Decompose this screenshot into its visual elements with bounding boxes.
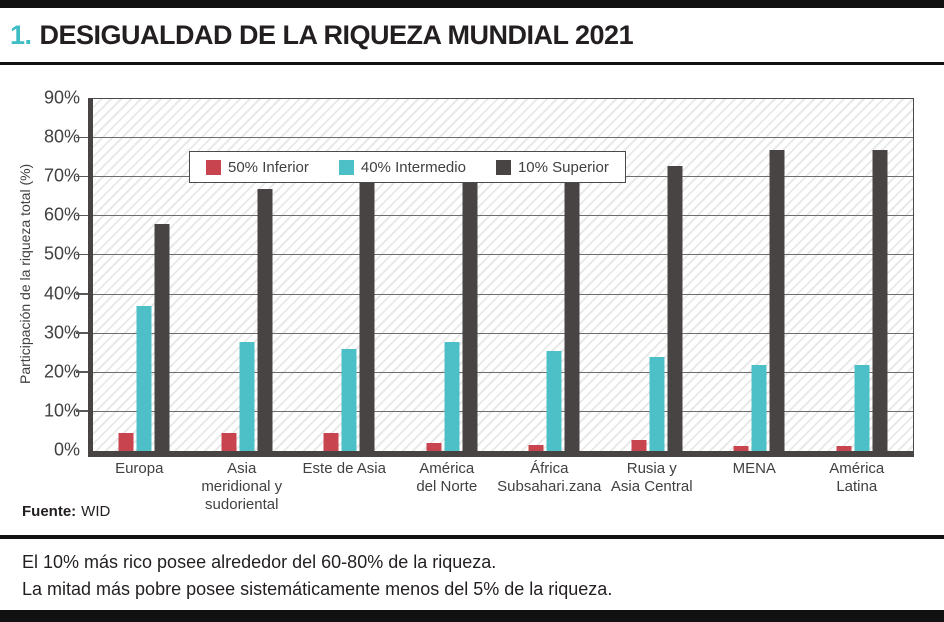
y-tick-label: 40% [43,283,80,304]
x-category-label: América del Norte [416,460,478,495]
middle-black-rule [0,535,944,539]
bar [323,433,339,451]
bar-group [118,99,170,451]
y-tick-label: 90% [43,87,80,108]
bar [836,445,852,451]
x-category-label: América Latina [829,460,885,495]
legend-swatch-red [206,159,221,175]
bar [546,351,562,451]
bar [221,433,237,451]
legend: 50% Inferior 40% Intermedio 10% Superior [189,151,626,183]
y-tick-label: 0% [53,439,80,460]
bar [667,165,683,451]
gridline [93,215,913,217]
gridline [93,293,913,295]
bottom-black-rule [0,610,944,622]
x-category-label: Europa [115,460,164,477]
bar-group [631,99,683,451]
y-tick-label: 80% [43,126,80,147]
legend-item-middle40: 40% Intermedio [338,158,466,176]
x-category-label: MENA [732,460,776,477]
x-category-label: Rusia y Asia Central [610,460,693,495]
bar-group [323,99,375,451]
legend-swatch-dark [495,159,511,175]
plot-area: 50% Inferior 40% Intermedio 10% Superior [76,98,914,457]
legend-item-bottom50: 50% Inferior [206,159,309,176]
y-tick-label: 50% [43,243,80,264]
gridline [93,410,913,412]
note-line: El 10% más rico posee alrededor del 60-8… [22,552,497,572]
bar [854,364,870,451]
y-tick-label: 60% [43,204,80,225]
source-label: Fuente: [22,503,77,520]
gridline [93,371,913,373]
bar [649,357,665,451]
legend-label: 10% Superior [517,158,609,176]
y-tick-label: 20% [43,361,80,382]
bar [154,224,170,451]
bar [872,149,888,451]
source-line: Fuente: WID [22,503,110,520]
tick-mark [76,136,88,139]
gridline [93,332,913,334]
chart-container: Participación de la riqueza total (%) 0%… [0,65,944,535]
bar [462,177,478,451]
bar [528,444,544,451]
bar [341,349,357,451]
bar-group [426,99,478,451]
bar [631,439,647,451]
source-value: WID [81,503,111,520]
tick-mark [76,214,88,217]
x-category-label: Este de Asia [302,460,386,477]
tick-mark [76,332,88,334]
tick-mark [76,253,88,256]
bar-group [836,99,888,451]
bar [257,188,273,451]
bar-group [528,99,580,451]
y-tick-label: 10% [43,400,80,421]
figure-number: 1. [10,19,32,50]
x-category-label: África Subsahari.zana [497,460,602,495]
x-axis-labels: Europa Asia meridional y sudoriental Este … [88,460,908,530]
y-tick-label: 70% [43,165,80,186]
bar [751,364,767,451]
y-axis-ticks: 0% 10% 20% 30% 40% 50% 60% 70% 80% 90% [0,88,80,460]
bar [239,341,255,451]
bar [444,341,460,451]
legend-label: 50% Inferior [228,158,309,176]
bar [564,165,580,451]
note-line: La mitad más pobre posee sistemáticament… [22,579,613,599]
bar [136,306,152,451]
tick-mark [76,293,88,295]
y-tick-label: 30% [43,322,80,343]
bar [359,181,375,451]
legend-label: 40% Intermedio [360,158,466,176]
tick-mark [76,410,88,412]
legend-swatch-teal [338,159,354,175]
gridline [93,137,913,139]
bar-group [733,99,785,451]
top-black-rule [0,0,944,8]
tick-mark [76,175,88,178]
legend-item-top10: 10% Superior [495,158,609,176]
gridline [93,254,913,256]
bar [769,149,785,451]
tick-mark [76,371,88,373]
bar [733,446,749,451]
x-category-label: Asia meridional y sudoriental [201,460,283,513]
bar-group [221,99,273,451]
bar [118,433,134,451]
page-title: DESIGUALDAD DE LA RIQUEZA MUNDIAL 2021 [39,19,634,50]
chart-header: 1. DESIGUALDAD DE LA RIQUEZA MUNDIAL 202… [0,8,944,62]
takeaway-notes: El 10% más rico posee alrededor del 60-8… [0,539,944,603]
bar [426,443,442,451]
header-rule [0,62,944,65]
